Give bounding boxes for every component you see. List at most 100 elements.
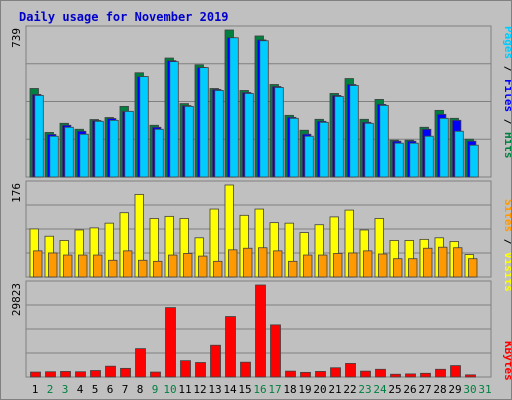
bar-pages-day-25: [394, 142, 404, 178]
x-label-day-22: 22: [343, 383, 356, 396]
bar-pages-day-30: [469, 144, 479, 178]
bar-kbytes-day-11: [180, 360, 191, 378]
bar-sites-day-30: [468, 258, 478, 278]
bar-kbytes-day-1: [30, 371, 41, 378]
bar-pages-day-9: [154, 128, 164, 178]
bar-kbytes-day-4: [75, 371, 86, 378]
bar-kbytes-day-2: [45, 371, 56, 378]
bar-kbytes-day-18: [285, 370, 296, 378]
bar-pages-day-5: [94, 120, 104, 178]
x-label-day-3: 3: [62, 383, 69, 396]
bar-sites-day-4: [78, 254, 88, 278]
x-label-day-10: 10: [163, 383, 176, 396]
x-label-day-4: 4: [77, 383, 84, 396]
x-label-day-1: 1: [32, 383, 39, 396]
bar-kbytes-day-29: [450, 365, 461, 378]
bar-sites-day-17: [273, 250, 283, 278]
bar-kbytes-day-9: [150, 371, 161, 378]
bar-sites-day-21: [333, 253, 343, 278]
x-label-day-12: 12: [193, 383, 206, 396]
bar-pages-day-17: [274, 87, 284, 178]
bar-sites-day-20: [318, 254, 328, 278]
bar-sites-day-9: [153, 260, 163, 278]
x-label-day-13: 13: [208, 383, 221, 396]
bar-sites-day-8: [138, 259, 148, 278]
bar-sites-day-19: [303, 254, 313, 278]
bar-kbytes-day-13: [210, 344, 221, 378]
bar-kbytes-day-15: [240, 361, 251, 378]
x-label-day-21: 21: [328, 383, 341, 396]
bar-pages-day-26: [409, 142, 419, 178]
bar-pages-day-28: [439, 117, 449, 178]
bar-sites-day-15: [243, 247, 253, 278]
bar-pages-day-8: [139, 76, 149, 178]
bar-sites-day-22: [348, 252, 358, 278]
bar-sites-day-24: [378, 253, 388, 278]
bar-pages-day-19: [304, 135, 314, 178]
bar-kbytes-day-12: [195, 362, 206, 378]
bar-pages-day-3: [64, 126, 74, 178]
x-label-day-20: 20: [313, 383, 326, 396]
bar-kbytes-day-6: [105, 365, 116, 378]
x-label-day-5: 5: [92, 383, 99, 396]
bar-pages-day-1: [34, 95, 44, 178]
bar-sites-day-5: [93, 254, 103, 278]
y-max-label: 739: [10, 28, 23, 48]
x-label-day-29: 29: [448, 383, 461, 396]
bar-sites-day-3: [63, 254, 73, 278]
bar-sites-day-2: [48, 252, 58, 278]
bar-kbytes-day-10: [165, 307, 176, 378]
bar-pages-day-4: [79, 133, 89, 178]
bar-sites-day-29: [453, 247, 463, 278]
bar-sites-day-18: [288, 260, 298, 278]
chart-title: Daily usage for November 2019: [19, 10, 229, 24]
x-label-day-23: 23: [358, 383, 371, 396]
bar-sites-day-27: [423, 247, 433, 278]
y-max-label: 176: [10, 183, 23, 203]
bar-kbytes-day-14: [225, 316, 236, 378]
bar-sites-day-6: [108, 259, 118, 278]
x-label-day-6: 6: [107, 383, 114, 396]
bar-pages-day-14: [229, 37, 239, 178]
bar-kbytes-day-26: [405, 373, 416, 378]
bar-pages-day-23: [364, 122, 374, 178]
bar-kbytes-day-16: [255, 284, 266, 378]
bar-pages-day-29: [454, 130, 464, 178]
bar-kbytes-day-19: [300, 371, 311, 378]
y-max-label: 29823: [10, 283, 23, 316]
bar-sites-day-23: [363, 250, 373, 278]
bar-pages-day-27: [424, 135, 434, 178]
bar-kbytes-day-8: [135, 348, 146, 378]
bar-sites-day-7: [123, 250, 133, 278]
bar-pages-day-6: [109, 119, 119, 178]
legend-kbytes: KBytes: [502, 341, 511, 381]
x-label-day-19: 19: [298, 383, 311, 396]
x-label-day-24: 24: [373, 383, 387, 396]
bar-kbytes-day-5: [90, 370, 101, 378]
bar-kbytes-day-27: [420, 372, 431, 378]
bar-pages-day-21: [334, 96, 344, 178]
bar-pages-day-18: [289, 117, 299, 178]
x-label-day-16: 16: [253, 383, 266, 396]
x-label-day-14: 14: [223, 383, 237, 396]
bar-kbytes-day-30: [465, 374, 476, 378]
bar-kbytes-day-28: [435, 368, 446, 378]
x-label-day-25: 25: [388, 383, 401, 396]
x-label-day-28: 28: [433, 383, 446, 396]
bar-pages-day-11: [184, 105, 194, 178]
bar-sites-day-13: [213, 260, 223, 278]
bar-pages-day-22: [349, 85, 359, 178]
bar-sites-day-11: [183, 253, 193, 278]
bar-kbytes-day-3: [60, 371, 71, 378]
x-label-day-9: 9: [152, 383, 159, 396]
x-label-day-2: 2: [47, 383, 54, 396]
bar-sites-day-16: [258, 247, 268, 278]
bar-pages-day-20: [319, 121, 329, 178]
bar-pages-day-13: [214, 90, 224, 178]
x-label-day-15: 15: [238, 383, 251, 396]
bar-kbytes-day-22: [345, 363, 356, 378]
x-label-day-11: 11: [178, 383, 191, 396]
bar-pages-day-12: [199, 67, 209, 178]
bar-pages-day-7: [124, 110, 134, 178]
